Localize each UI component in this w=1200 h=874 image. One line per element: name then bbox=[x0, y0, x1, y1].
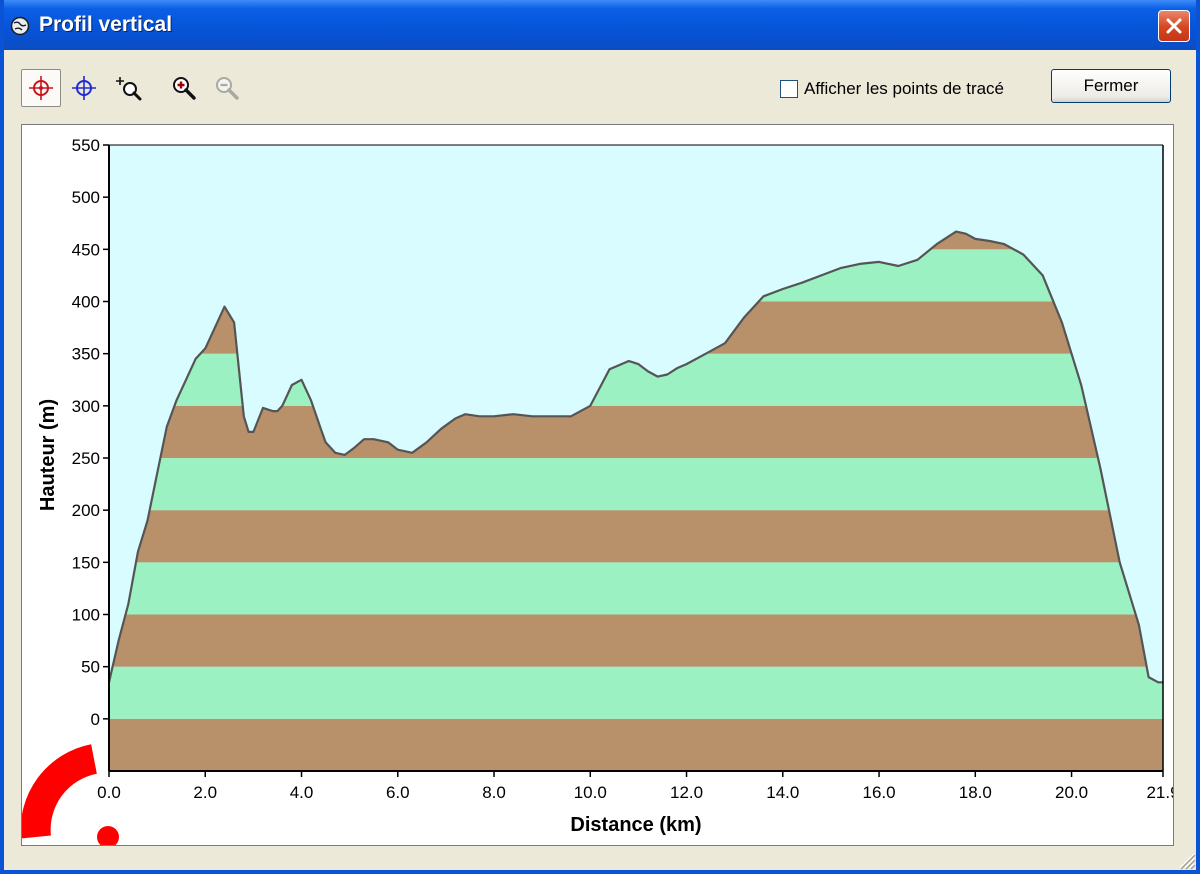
show-track-points-checkbox[interactable]: Afficher les points de tracé bbox=[780, 77, 1004, 101]
elevation-band bbox=[109, 718, 1163, 771]
y-tick-label: 50 bbox=[81, 658, 100, 677]
x-tick-label: 6.0 bbox=[386, 783, 410, 802]
y-tick-label: 300 bbox=[72, 397, 100, 416]
resize-grip-icon[interactable] bbox=[1174, 848, 1196, 870]
x-tick-label: 16.0 bbox=[862, 783, 895, 802]
x-tick-label: 20.0 bbox=[1055, 783, 1088, 802]
y-tick-label: 450 bbox=[72, 240, 100, 259]
profile-line bbox=[107, 230, 1163, 684]
close-button[interactable]: Fermer bbox=[1051, 69, 1171, 103]
y-tick-label: 0 bbox=[91, 710, 100, 729]
elevation-band bbox=[109, 562, 1163, 615]
app-globe-icon bbox=[10, 16, 30, 36]
y-tick-label: 550 bbox=[72, 136, 100, 155]
elevation-band bbox=[109, 614, 1163, 667]
x-axis-label: Distance (km) bbox=[570, 814, 701, 836]
y-tick-label: 250 bbox=[72, 449, 100, 468]
close-icon bbox=[1166, 18, 1182, 34]
elevation-band bbox=[109, 405, 1163, 458]
crosshair-blue-tool-button[interactable] bbox=[64, 69, 104, 107]
chart-panel: 550 500 450 400 350 300 250 200 150 100 50 0 0.0 2.0 4… bbox=[20, 124, 1180, 848]
x-tick-label: 0.0 bbox=[97, 783, 121, 802]
x-tick-label: 21.9 bbox=[1146, 783, 1173, 802]
title-bar[interactable]: Profil vertical bbox=[4, 0, 1196, 50]
y-tick-label: 350 bbox=[72, 345, 100, 364]
y-tick-label: 400 bbox=[72, 293, 100, 312]
crosshair-red-icon bbox=[29, 76, 53, 100]
close-window-button[interactable] bbox=[1158, 10, 1190, 42]
zoom-area-icon bbox=[116, 77, 142, 101]
zoom-out-tool-button[interactable] bbox=[207, 69, 247, 107]
zoom-out-icon bbox=[216, 77, 239, 100]
checkbox-label: Afficher les points de tracé bbox=[804, 79, 1005, 98]
x-tick-label: 14.0 bbox=[766, 783, 799, 802]
y-tick-label: 500 bbox=[72, 188, 100, 207]
elevation-band bbox=[109, 510, 1163, 563]
elevation-band bbox=[109, 666, 1163, 719]
elevation-band bbox=[109, 458, 1163, 511]
loading-spinner-arc bbox=[20, 744, 98, 839]
checkbox-box[interactable] bbox=[780, 80, 798, 98]
y-axis-label: Hauteur (m) bbox=[37, 399, 59, 511]
window-title: Profil vertical bbox=[39, 13, 173, 36]
crosshair-red-tool-button[interactable] bbox=[21, 69, 61, 107]
zoom-in-icon bbox=[173, 77, 196, 100]
y-tick-label: 200 bbox=[72, 501, 100, 520]
x-tick-label: 8.0 bbox=[482, 783, 506, 802]
zoom-in-tool-button[interactable] bbox=[164, 69, 204, 107]
y-tick-label: 150 bbox=[72, 553, 100, 572]
loading-spinner-dot bbox=[97, 826, 119, 848]
y-tick-label: 100 bbox=[72, 606, 100, 625]
x-tick-label: 4.0 bbox=[290, 783, 314, 802]
x-tick-label: 12.0 bbox=[670, 783, 703, 802]
x-tick-label: 2.0 bbox=[193, 783, 217, 802]
crosshair-blue-icon bbox=[72, 76, 96, 100]
x-tick-label: 10.0 bbox=[574, 783, 607, 802]
zoom-area-tool-button[interactable] bbox=[108, 69, 148, 107]
x-tick-label: 18.0 bbox=[959, 783, 992, 802]
